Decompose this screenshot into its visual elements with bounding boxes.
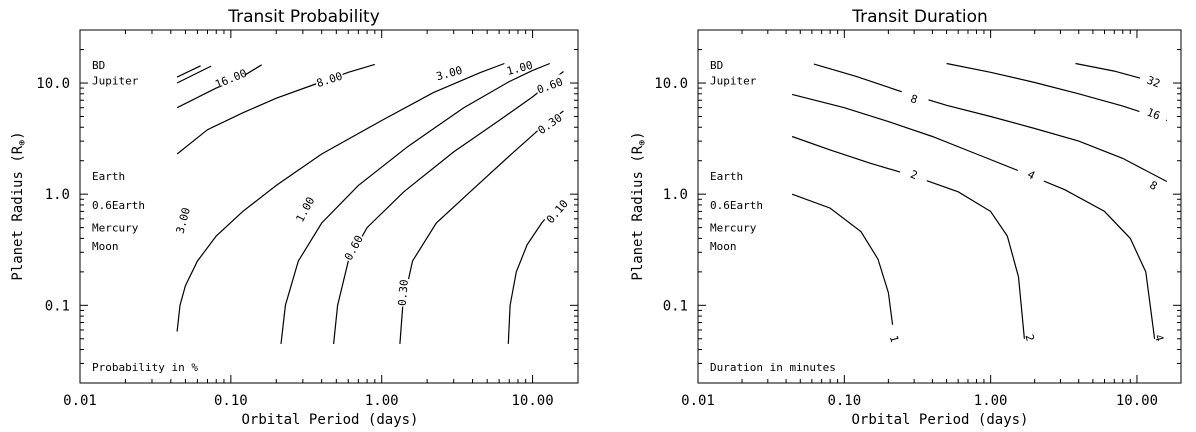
contour-label: 1.00 — [293, 195, 317, 225]
contour-label-bg — [172, 205, 192, 236]
x-tick-label: 0.01 — [63, 393, 97, 409]
object-label: Mercury — [92, 222, 139, 235]
contour-label-bg — [394, 278, 410, 308]
contour-line — [813, 63, 1168, 183]
object-label: Jupiter — [710, 75, 757, 88]
note-label: Duration in minutes — [710, 361, 836, 374]
chart-title: Transit Probability — [227, 7, 380, 27]
y-axis-label-earth-subscript: ⊕ — [17, 140, 28, 146]
contour-label: 4 — [1152, 333, 1166, 343]
contour-label: 2 — [908, 168, 919, 183]
y-tick-label: 0.1 — [45, 298, 70, 314]
contour-label-bg — [542, 196, 570, 226]
contour-label-bg — [899, 162, 930, 185]
contour-label-bg — [313, 68, 345, 89]
object-label: BD — [92, 59, 105, 72]
y-tick-label: 10.0 — [654, 76, 688, 92]
contour-label: 0.60 — [535, 75, 564, 96]
contour-label: 1.00 — [505, 59, 534, 78]
contour-line — [176, 62, 505, 332]
y-axis-label-text: Planet Radius (R — [10, 145, 26, 280]
y-tick-label: 0.1 — [663, 298, 688, 314]
x-axis-label: Orbital Period (days) — [241, 412, 418, 428]
y-tick-label: 1.0 — [663, 187, 688, 203]
y-axis-label: Planet Radius (R⊕) — [10, 131, 28, 280]
y-axis-label-text: Planet Radius (R — [630, 145, 646, 280]
transit-duration-panel: Transit Duration Orbital Period (days) P… — [630, 7, 1182, 428]
contour-label-bg — [1016, 161, 1048, 186]
object-label: Earth — [92, 170, 125, 183]
object-label: Moon — [92, 240, 119, 253]
note-label: Probability in % — [92, 361, 198, 374]
contour-label: 0.30 — [396, 279, 411, 307]
contour-label-bg — [504, 57, 535, 77]
contour-label-bg — [215, 66, 246, 89]
object-label: Jupiter — [92, 75, 139, 88]
object-label: Moon — [710, 240, 737, 253]
contour-label: 32 — [1145, 74, 1162, 91]
contour-label: 0.60 — [342, 233, 366, 263]
contour-label-bg — [292, 193, 316, 225]
object-label: 0.6Earth — [710, 199, 763, 212]
y-axis-label-close: ) — [630, 131, 646, 139]
x-tick-label: 10.00 — [1116, 393, 1158, 409]
contour-label: 2 — [1022, 333, 1036, 343]
contour-line — [791, 93, 1156, 339]
contour-label: 3.00 — [435, 64, 464, 83]
y-tick-label: 1.0 — [45, 187, 70, 203]
plot-frame — [79, 29, 579, 384]
contour-label: 8.00 — [315, 70, 344, 91]
contour-line — [946, 62, 1167, 122]
contour-line — [280, 62, 551, 344]
x-tick-label: 1.00 — [365, 393, 399, 409]
contour-label-bg — [534, 110, 565, 136]
contour-label-bg — [899, 87, 930, 108]
x-tick-label: 0.01 — [681, 393, 715, 409]
contour-label-bg — [1138, 69, 1170, 92]
contour-label-bg — [433, 62, 465, 82]
contour-label-bg — [1139, 172, 1170, 197]
contour-line — [176, 65, 201, 78]
x-axis-label: Orbital Period (days) — [851, 412, 1028, 428]
x-tick-label: 10.00 — [512, 393, 554, 409]
contour-label: 3.00 — [174, 206, 193, 235]
contour-line — [333, 71, 564, 344]
contour-line — [176, 63, 375, 155]
contour-label: 16.00 — [213, 67, 249, 91]
contour-line — [791, 135, 1025, 339]
object-label: Mercury — [710, 222, 757, 235]
contour-line — [791, 193, 895, 339]
contour-label: 1 — [887, 334, 901, 344]
object-label: Earth — [710, 170, 743, 183]
x-tick-label: 0.10 — [827, 393, 861, 409]
y-axis-label-close: ) — [10, 131, 26, 139]
x-tick-label: 0.10 — [214, 393, 248, 409]
y-axis-label-earth-subscript: ⊕ — [637, 140, 648, 146]
contour-label-bg — [885, 323, 905, 354]
y-tick-label: 10.0 — [36, 76, 70, 92]
contour-label-bg — [340, 232, 365, 263]
contour-label: 8 — [909, 92, 919, 106]
contour-line — [176, 65, 212, 84]
contour-label-bg — [534, 74, 565, 95]
contour-label-bg — [1138, 101, 1170, 124]
object-label: 0.6Earth — [92, 199, 145, 212]
object-label: BD — [710, 59, 723, 72]
y-axis-label: Planet Radius (R⊕) — [630, 131, 648, 280]
plot-frame — [697, 29, 1182, 384]
contour-label: 16 — [1145, 106, 1162, 123]
chart-title: Transit Duration — [851, 7, 988, 27]
transit-probability-panel: Transit Probability Orbital Period (days… — [10, 7, 579, 428]
x-tick-label: 1.00 — [974, 393, 1008, 409]
